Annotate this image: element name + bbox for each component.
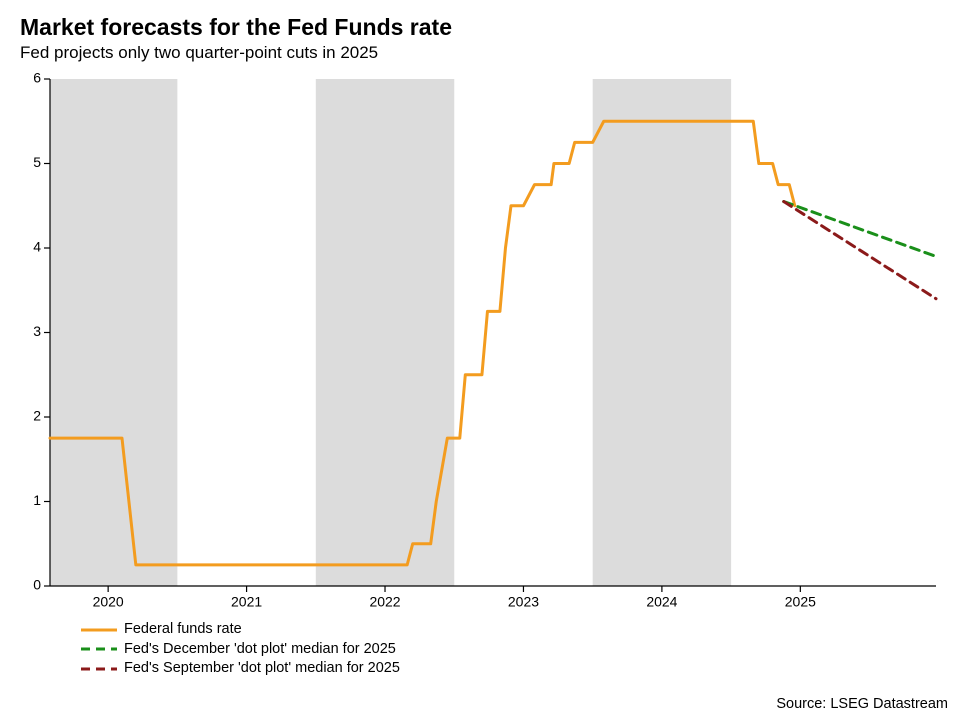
legend-swatch-sep_dotplot: [80, 662, 118, 676]
svg-text:2: 2: [33, 408, 41, 424]
chart-plot-area: 0 1 2 3 4 5 6 2020 2021 2022 2023 2024 2025: [20, 71, 940, 616]
svg-text:2022: 2022: [369, 593, 400, 609]
legend: Federal funds rateFed's December 'dot pl…: [80, 620, 940, 679]
svg-text:2023: 2023: [508, 593, 539, 609]
svg-text:2024: 2024: [646, 593, 677, 609]
chart-svg: 0 1 2 3 4 5 6 2020 2021 2022 2023 2024 2025: [20, 71, 940, 616]
svg-text:2020: 2020: [93, 593, 124, 609]
svg-text:1: 1: [33, 492, 41, 508]
legend-item-sep_dotplot: Fed's September 'dot plot' median for 20…: [80, 659, 940, 679]
legend-label-fed_funds: Federal funds rate: [124, 620, 242, 640]
legend-item-fed_funds: Federal funds rate: [80, 620, 940, 640]
chart-title: Market forecasts for the Fed Funds rate: [20, 14, 940, 41]
legend-swatch-dec_dotplot: [80, 642, 118, 656]
svg-text:6: 6: [33, 71, 41, 86]
legend-item-dec_dotplot: Fed's December 'dot plot' median for 202…: [80, 640, 940, 660]
legend-swatch-fed_funds: [80, 623, 118, 637]
svg-text:5: 5: [33, 154, 41, 170]
legend-label-dec_dotplot: Fed's December 'dot plot' median for 202…: [124, 640, 396, 660]
svg-text:0: 0: [33, 577, 41, 593]
svg-text:2021: 2021: [231, 593, 262, 609]
svg-text:2025: 2025: [785, 593, 816, 609]
chart-container: Market forecasts for the Fed Funds rate …: [0, 0, 960, 720]
svg-text:4: 4: [33, 239, 41, 255]
svg-text:3: 3: [33, 323, 41, 339]
source-attribution: Source: LSEG Datastream: [776, 696, 948, 712]
chart-subtitle: Fed projects only two quarter-point cuts…: [20, 43, 940, 63]
legend-label-sep_dotplot: Fed's September 'dot plot' median for 20…: [124, 659, 400, 679]
